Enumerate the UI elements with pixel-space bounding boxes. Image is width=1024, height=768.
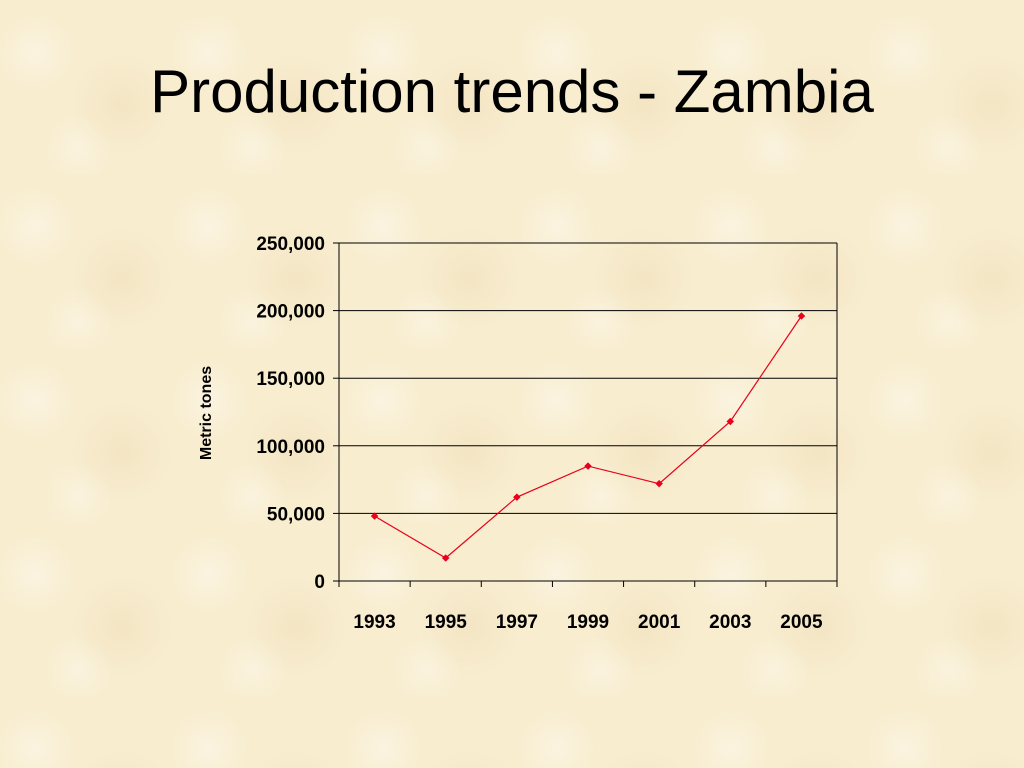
x-tick-label: 1999 xyxy=(567,612,609,633)
y-tick-labels: 0 50,000 100,000 150,000 200,000 250,000 xyxy=(256,234,325,593)
slide-title: Production trends - Zambia xyxy=(150,58,874,125)
y-axis-title: Metric tones xyxy=(198,366,215,460)
x-tick-label: 1993 xyxy=(353,612,395,633)
y-tick-label: 50,000 xyxy=(267,504,325,525)
gridlines xyxy=(339,242,837,514)
data-point-marker xyxy=(797,312,806,320)
data-point-marker xyxy=(370,512,379,520)
x-tick-label: 2005 xyxy=(780,612,823,633)
x-tick-labels: 1993 1995 1997 1999 2001 2003 2005 xyxy=(353,612,823,633)
x-tick-label: 1997 xyxy=(496,612,538,633)
data-point-marker xyxy=(513,493,521,502)
x-tick-label: 2003 xyxy=(709,612,751,633)
axes xyxy=(333,242,838,587)
series-line xyxy=(374,315,802,559)
data-point-marker xyxy=(584,462,592,470)
data-series xyxy=(370,312,806,562)
y-tick-label: 150,000 xyxy=(256,369,325,390)
y-tick-label: 200,000 xyxy=(256,302,325,323)
x-tick-label: 1995 xyxy=(425,612,468,633)
data-point-marker xyxy=(655,479,663,488)
y-tick-label: 0 xyxy=(314,572,325,593)
y-tick-label: 250,000 xyxy=(256,234,325,255)
x-tick-label: 2001 xyxy=(638,612,681,633)
data-point-marker xyxy=(441,554,450,562)
data-point-marker xyxy=(726,417,735,426)
y-tick-label: 100,000 xyxy=(256,437,325,458)
